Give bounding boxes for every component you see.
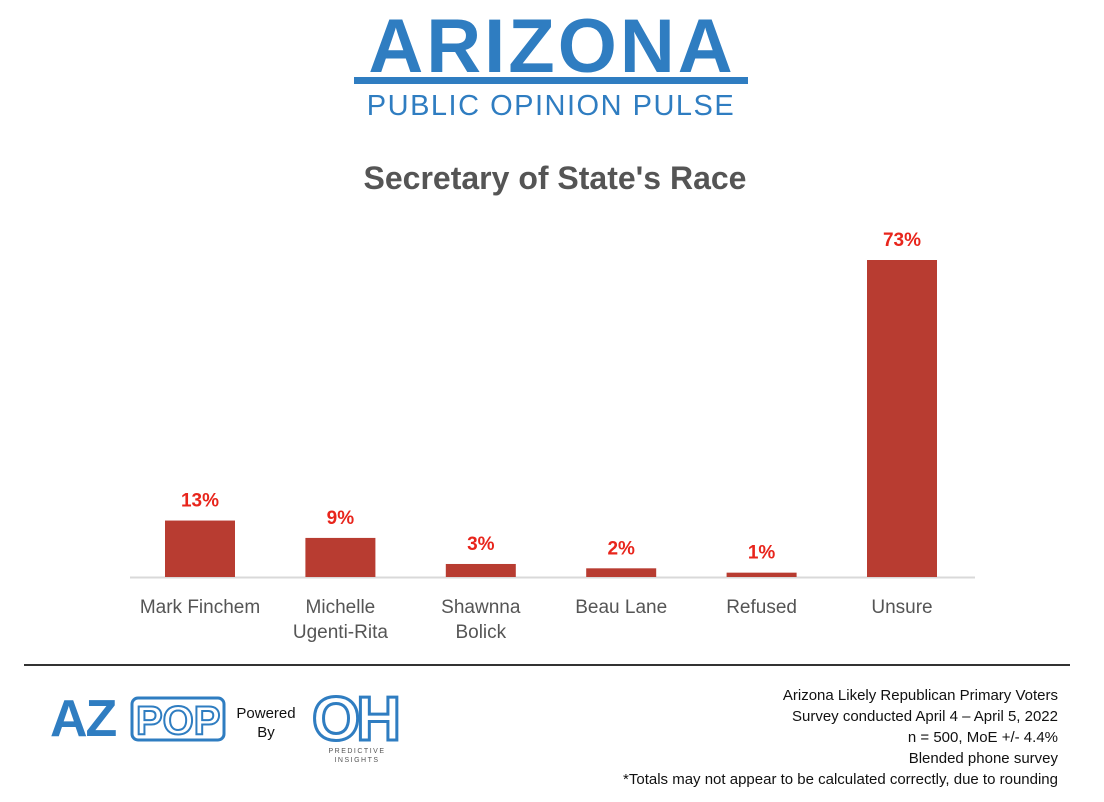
bar-3 bbox=[586, 568, 657, 577]
category-label-1-0: Michelle bbox=[306, 597, 376, 618]
brand-title: ARIZONA bbox=[368, 4, 736, 89]
data-label-3: 2% bbox=[607, 538, 635, 559]
survey-notes: Arizona Likely Republican Primary Voters… bbox=[498, 685, 1058, 790]
chart-title: Secretary of State's Race bbox=[363, 160, 747, 196]
survey-note-population: Arizona Likely Republican Primary Voters bbox=[782, 687, 1058, 704]
oh-logo-caption-line2: INSIGHTS bbox=[334, 757, 380, 764]
data-label-4: 1% bbox=[748, 543, 776, 564]
azpop-logo-pop-box bbox=[130, 696, 226, 742]
survey-note-sample: n = 500, MoE +/- 4.4% bbox=[907, 729, 1058, 746]
category-label-2-0: Shawnna bbox=[441, 597, 521, 618]
bar-chart: 13% Mark Finchem 9% Michelle Ugenti-Rita 3% Sh… bbox=[130, 230, 975, 643]
survey-note-rounding: *Totals may not appear to be calculated … bbox=[623, 771, 1058, 788]
data-label-5: 73% bbox=[883, 230, 921, 251]
oh-logo-caption: PREDICTIVE INSIGHTS bbox=[308, 747, 406, 765]
bar-4 bbox=[726, 572, 797, 577]
brand-subtitle: PUBLIC OPINION PULSE bbox=[366, 90, 736, 122]
bar-0 bbox=[165, 520, 235, 577]
azpop-logo: AZ POP bbox=[50, 690, 226, 746]
category-label-2-1: Bolick bbox=[455, 622, 506, 643]
header: ARIZONA PUBLIC OPINION PULSE bbox=[0, 0, 1104, 130]
category-label-4-0: Refused bbox=[726, 597, 797, 618]
brand-divider bbox=[354, 77, 748, 84]
azpop-logo-pop: POP bbox=[136, 699, 220, 743]
category-label-0-0: Mark Finchem bbox=[140, 597, 260, 618]
bar-5 bbox=[867, 260, 937, 577]
oh-logo-caption-line1: PREDICTIVE bbox=[328, 748, 386, 755]
powered-by-text: Powered By bbox=[232, 704, 300, 742]
azpop-logo-az: AZ bbox=[50, 690, 117, 746]
oh-predictive-insights-logo: OH bbox=[312, 684, 402, 756]
data-label-2: 3% bbox=[467, 534, 495, 555]
category-label-1-1: Ugenti-Rita bbox=[293, 622, 388, 643]
survey-note-dates: Survey conducted April 4 – April 5, 2022 bbox=[791, 708, 1058, 725]
survey-note-method: Blended phone survey bbox=[908, 750, 1058, 767]
bar-1 bbox=[305, 537, 376, 577]
footer-divider bbox=[24, 664, 1070, 666]
oh-logo-letters: OH bbox=[312, 685, 397, 754]
bar-2 bbox=[445, 563, 516, 577]
powered-by-line1: Powered bbox=[236, 705, 296, 722]
category-label-3-0: Beau Lane bbox=[575, 597, 667, 618]
data-label-0: 13% bbox=[181, 491, 219, 512]
data-label-1: 9% bbox=[327, 508, 355, 529]
powered-by-line2: By bbox=[257, 724, 275, 741]
category-label-5-0: Unsure bbox=[871, 597, 932, 618]
